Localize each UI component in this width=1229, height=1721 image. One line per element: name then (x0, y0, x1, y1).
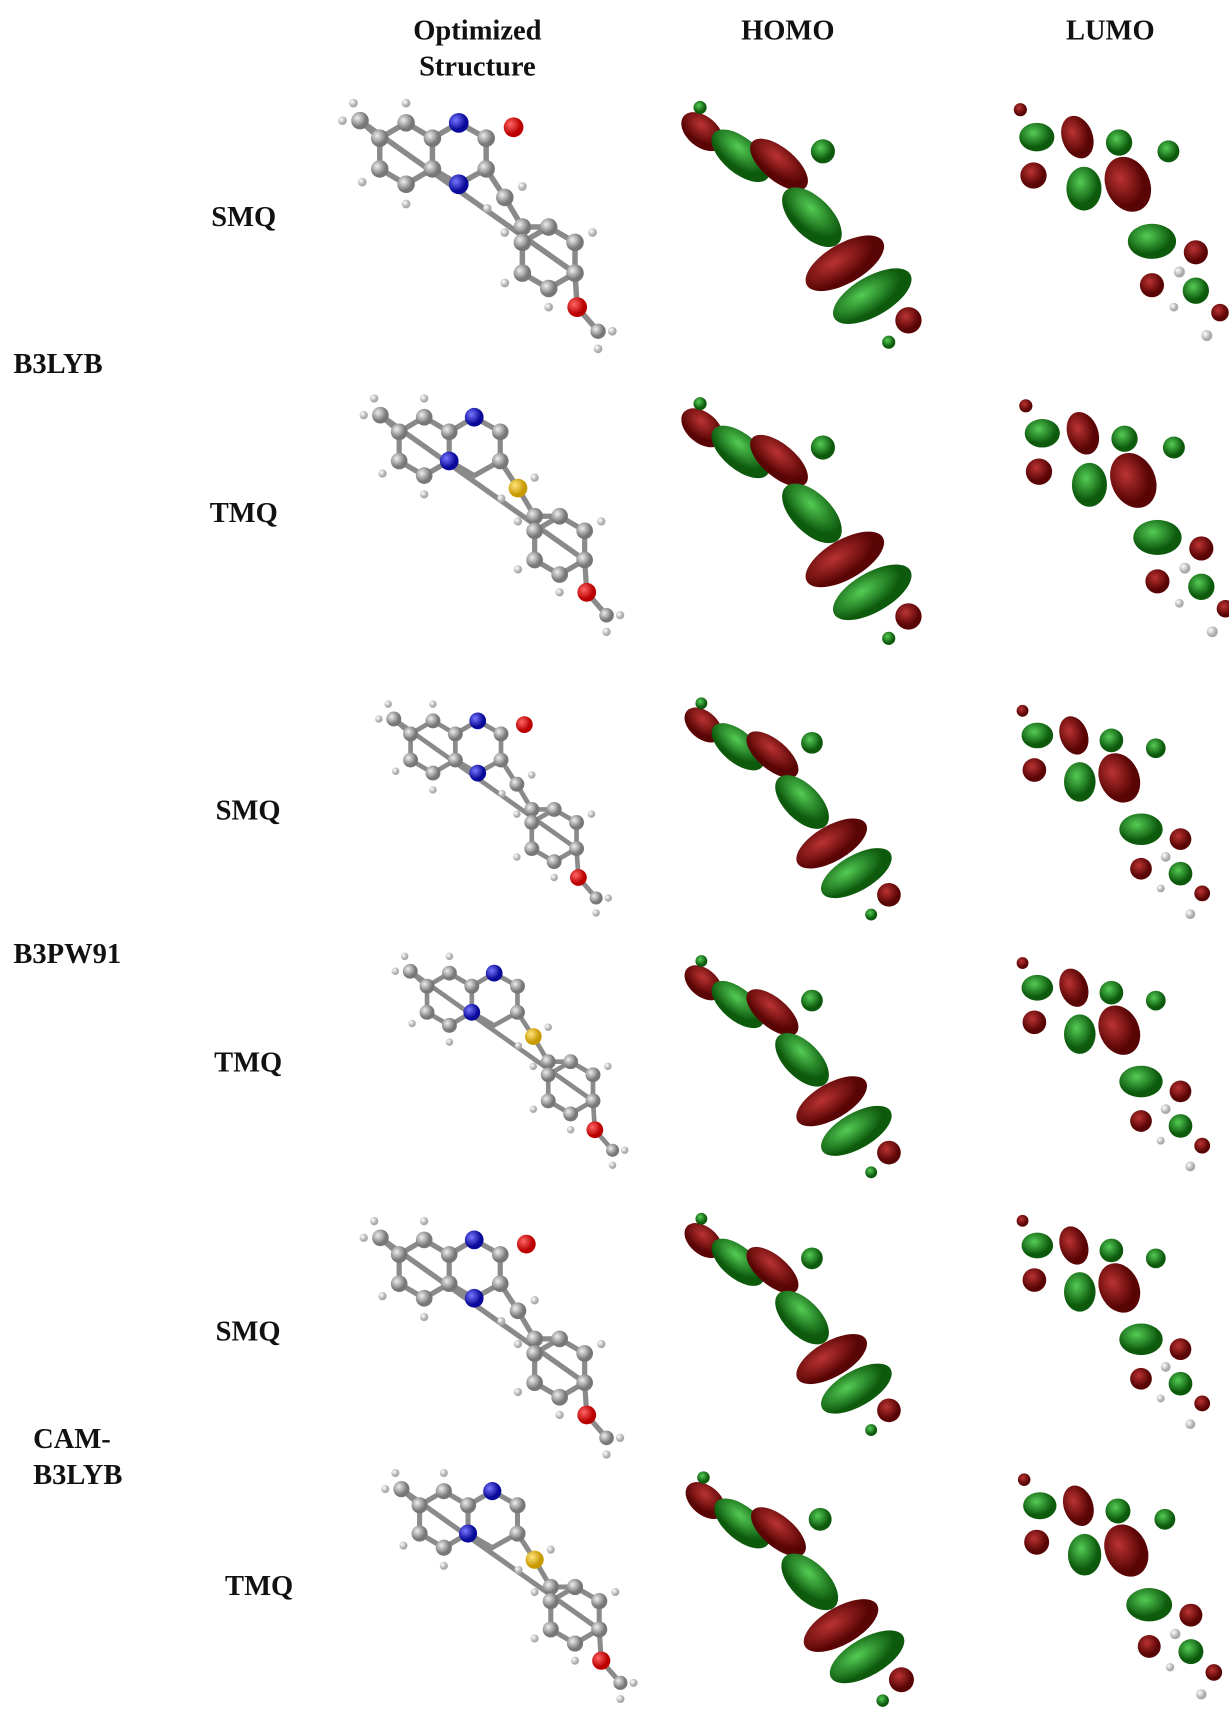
optimized-structure (392, 953, 629, 1169)
optimized-structure (375, 700, 612, 916)
column-header: LUMO (1066, 15, 1155, 46)
molecule-label: TMQ (214, 1048, 282, 1079)
lumo-orbital (1014, 103, 1229, 341)
molecule-label: SMQ (216, 795, 281, 826)
column-header: Optimized Structure (413, 15, 541, 82)
homo-orbital (674, 397, 922, 645)
text-line: Optimized (413, 15, 541, 46)
homo-orbital (678, 697, 901, 920)
molecule-labels: SMQ TMQ SMQ TMQ SMQ TMQ (210, 202, 293, 1602)
molecule-images (338, 99, 1229, 1707)
column-header: HOMO (741, 15, 834, 46)
homo-orbital (678, 1213, 901, 1436)
molecule-label: TMQ (210, 498, 278, 529)
homo-orbital (674, 101, 922, 349)
text-line: CAM- (33, 1424, 111, 1455)
text-line: Structure (419, 52, 536, 83)
method-label: CAM- B3LYB (33, 1424, 122, 1491)
optimized-structure (338, 99, 617, 353)
molecule-label: SMQ (216, 1316, 281, 1347)
lumo-orbital (1019, 399, 1229, 637)
lumo-orbital (1017, 705, 1210, 919)
optimized-structure (360, 1217, 625, 1459)
optimized-structure (360, 394, 625, 636)
lumo-orbital (1017, 1215, 1210, 1429)
figure: Optimized Structure HOMO LUMO B3LYB B3PW9… (0, 0, 1229, 1721)
method-labels: B3LYB B3PW91 CAM- B3LYB (13, 349, 122, 1491)
method-label: B3PW91 (13, 939, 121, 970)
homo-orbital (678, 955, 901, 1178)
optimized-structure (381, 1469, 637, 1703)
homo-orbital (679, 1471, 914, 1706)
molecule-label: SMQ (211, 202, 276, 233)
column-headers: Optimized Structure HOMO LUMO (413, 15, 1154, 82)
lumo-orbital (1018, 1473, 1222, 1699)
molecule-label: TMQ (225, 1571, 293, 1602)
lumo-orbital (1017, 957, 1210, 1171)
text-line: B3LYB (33, 1460, 122, 1491)
method-label: B3LYB (13, 349, 102, 380)
